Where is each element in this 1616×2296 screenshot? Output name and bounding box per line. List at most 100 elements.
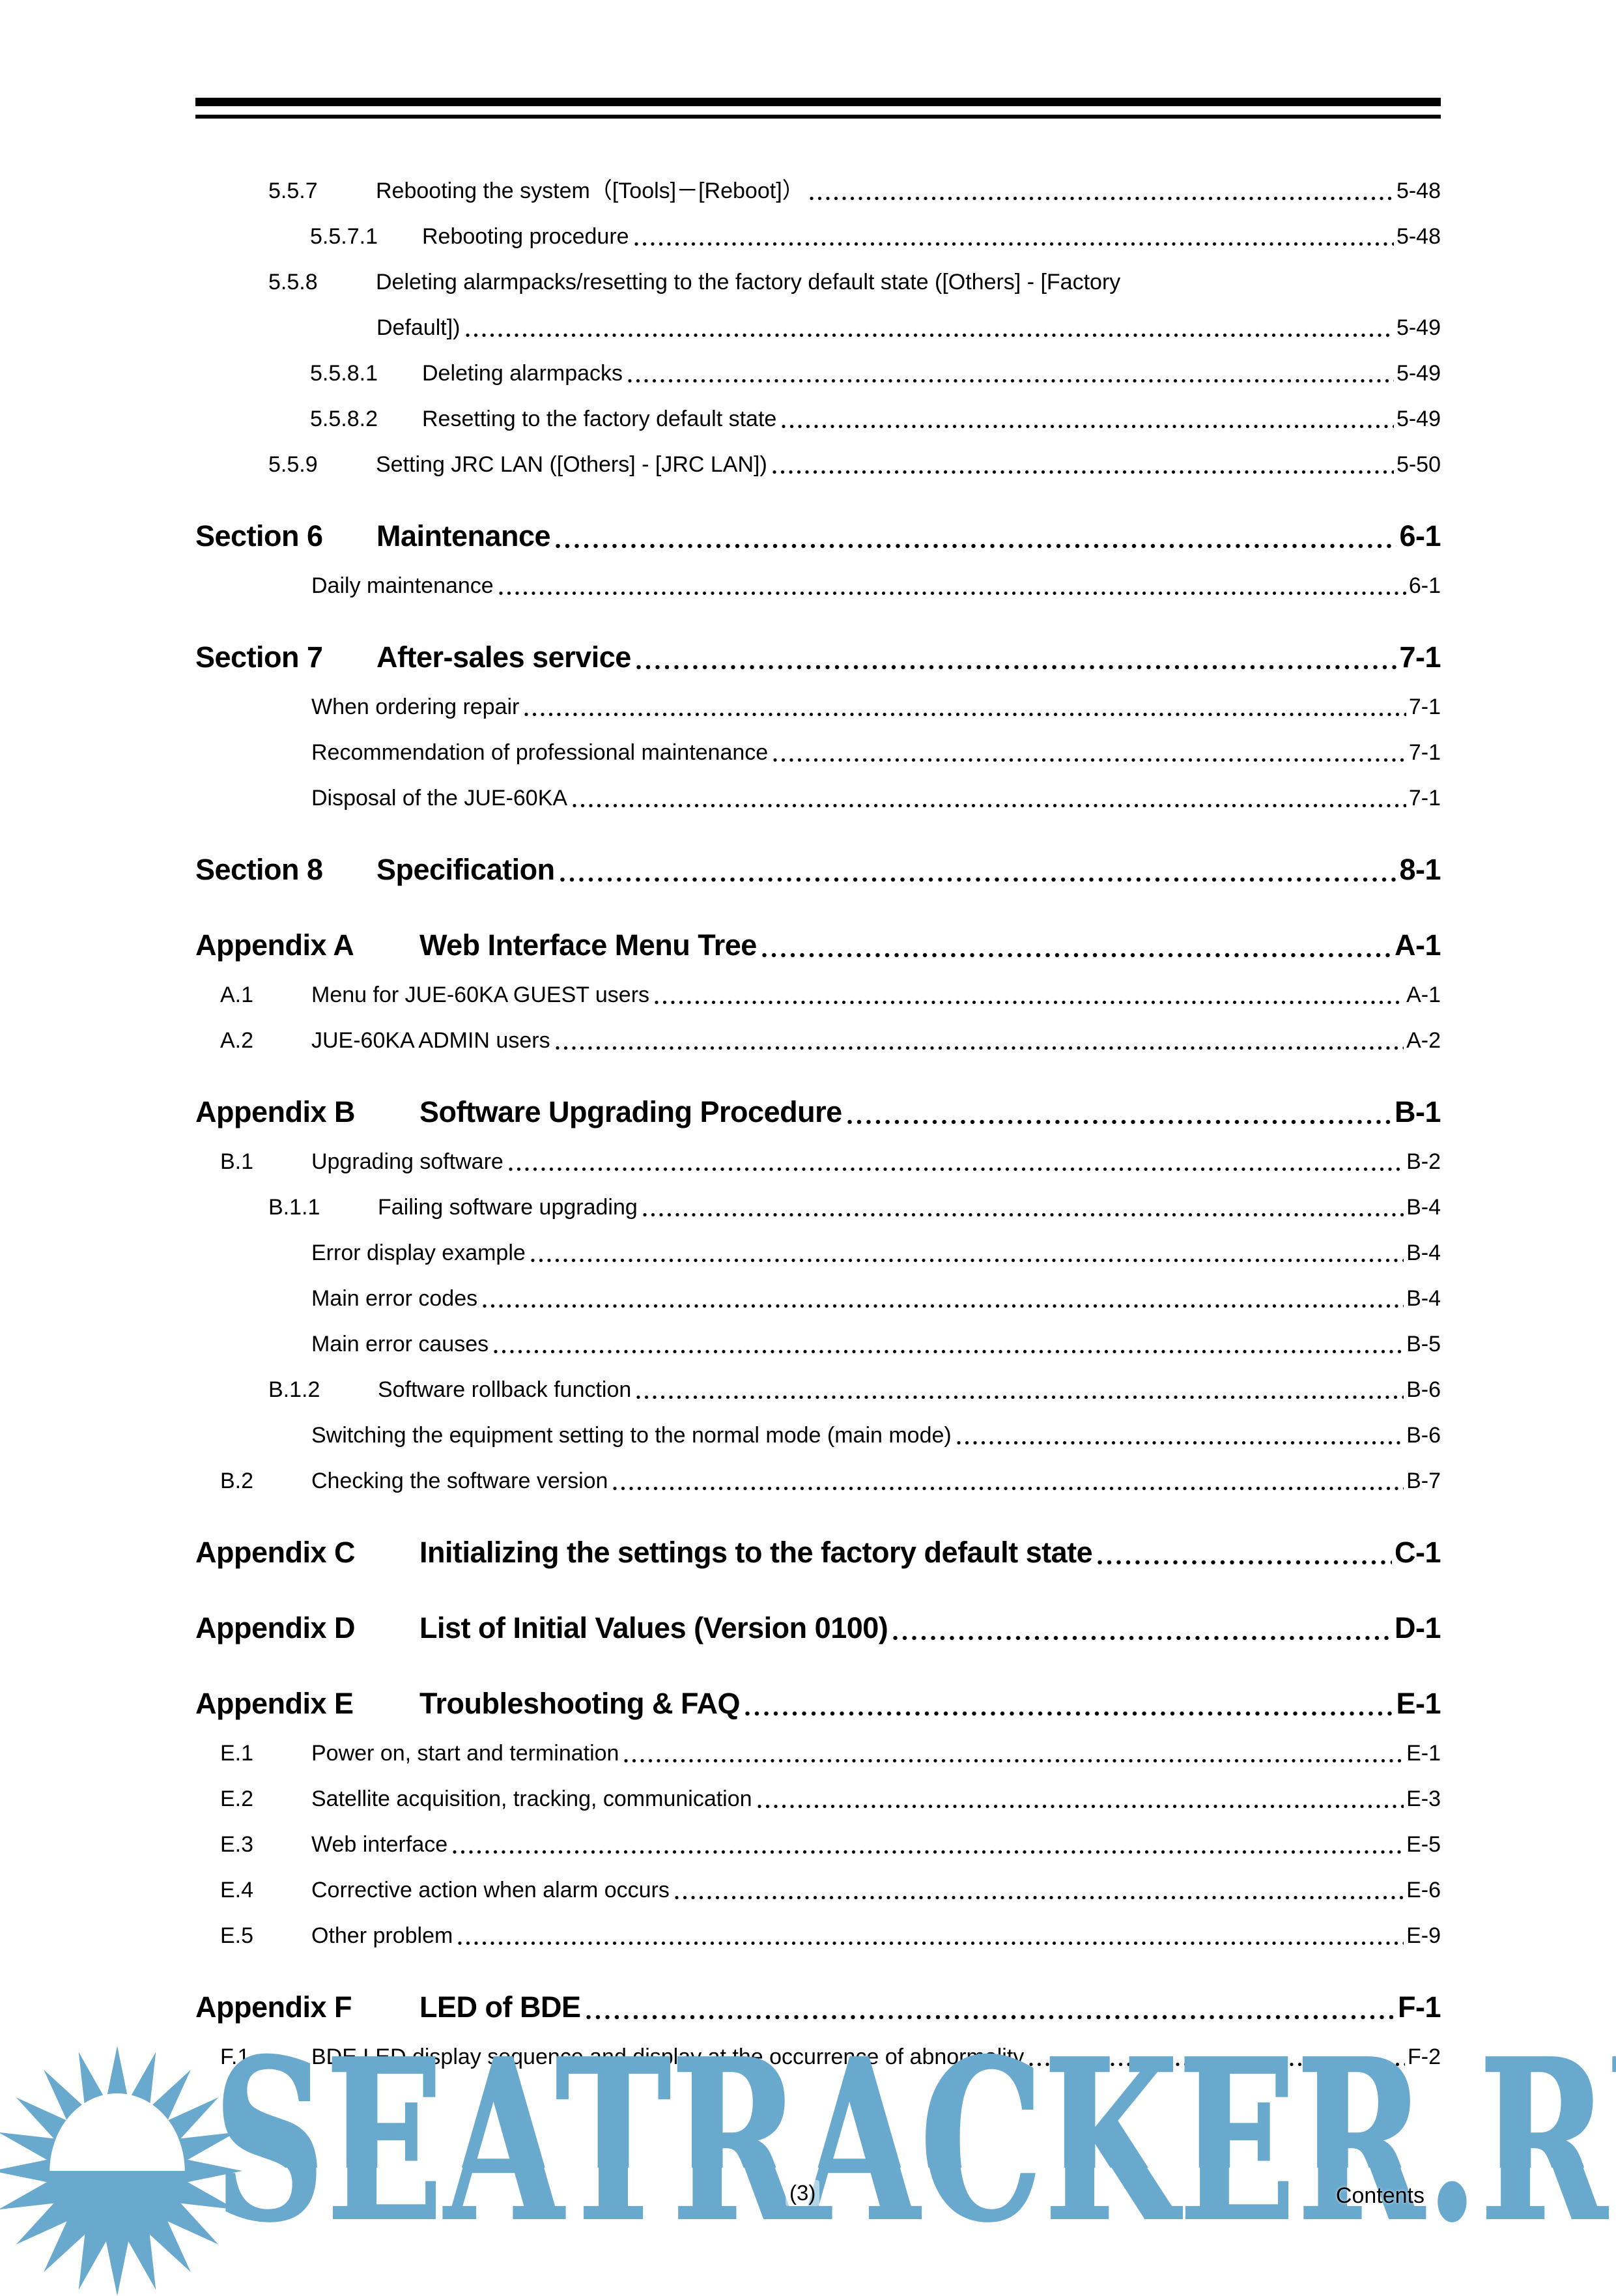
dot-leader-icon (508, 1167, 1404, 1171)
toc-entry-page: F-2 (1408, 2045, 1441, 2069)
toc-entry-title: When ordering repair (311, 695, 520, 719)
toc-entry: Section 6 Maintenance 6-1 (195, 509, 1441, 563)
toc-entry-number: Appendix D (195, 1611, 356, 1644)
dot-leader-icon (642, 1213, 1404, 1217)
toc-entry-title: Other problem (311, 1923, 453, 1948)
toc-entry-number: E.4 (220, 1878, 254, 1902)
toc-entry-title: Deleting alarmpacks (422, 361, 623, 386)
toc-entry-page: 6-1 (1408, 573, 1441, 598)
toc-entry: B.1.1 Failing software upgrading B-4 (195, 1184, 1441, 1230)
toc-entry-page: 5-50 (1396, 452, 1441, 477)
dot-leader-icon (893, 1635, 1392, 1641)
toc-entry-page: 7-1 (1408, 786, 1441, 811)
toc-entry-page: E-1 (1406, 1741, 1441, 1766)
toc-entry: 5.5.8.1 Deleting alarmpacks 5-49 (195, 351, 1441, 396)
toc-entry-page: B-7 (1406, 1469, 1441, 1493)
dot-leader-icon (1126, 287, 1438, 292)
toc-list: 5.5.7 Rebooting the system（[Tools]－[Rebo… (195, 168, 1441, 2080)
footer-contents-label: Contents (1335, 2183, 1425, 2208)
dot-leader-icon (613, 1486, 1404, 1491)
toc-entry: When ordering repair 7-1 (195, 684, 1441, 730)
dot-leader-icon (556, 543, 1397, 549)
toc-entry-number: Appendix A (195, 928, 354, 962)
toc-entry: E.4 Corrective action when alarm occurs … (195, 1867, 1441, 1913)
toc-entry-page: B-5 (1406, 1332, 1441, 1356)
toc-entry: Section 8 Specification 8-1 (195, 843, 1441, 897)
toc-entry-title: Rebooting procedure (422, 224, 629, 249)
toc-entry-title: Menu for JUE-60KA GUEST users (311, 983, 650, 1007)
toc-entry: Appendix E Troubleshooting & FAQ E-1 (195, 1677, 1441, 1730)
toc-entry-title: LED of BDE (419, 1990, 581, 2024)
toc-entry-number: B.1.1 (268, 1195, 320, 1220)
toc-entry-title: Resetting to the factory default state (422, 407, 777, 431)
toc-entry-page: C-1 (1394, 1536, 1441, 1569)
dot-leader-icon (458, 1941, 1404, 1945)
toc-entry-title: Disposal of the JUE-60KA (311, 786, 568, 811)
footer-page-number: (3) (786, 2180, 820, 2206)
toc-entry: Daily maintenance 6-1 (195, 563, 1441, 609)
dot-leader-icon (1029, 2062, 1405, 2067)
toc-entry-number: E.3 (220, 1832, 254, 1857)
toc-entry-number: Section 6 (195, 519, 323, 552)
watermark-text: SEATRACKER.RU SEATRACKER.RU (214, 2031, 1616, 2253)
toc-entry-page: B-6 (1406, 1423, 1441, 1448)
toc-entry-title: Corrective action when alarm occurs (311, 1878, 670, 1902)
toc-entry-title: BDE LED display sequence and display at … (311, 2045, 1025, 2069)
toc-entry: 5.5.7 Rebooting the system（[Tools]－[Rebo… (195, 168, 1441, 214)
dot-leader-icon (809, 196, 1394, 201)
toc-entry-title: Setting JRC LAN ([Others] - [JRC LAN]) (376, 452, 767, 477)
toc-entry: B.1 Upgrading software B-2 (195, 1139, 1441, 1184)
toc-entry: E.1 Power on, start and termination E-1 (195, 1730, 1441, 1776)
toc-entry-title: Maintenance (376, 519, 551, 552)
toc-entry: Error display example B-4 (195, 1230, 1441, 1276)
toc-entry-page: 7-1 (1408, 740, 1441, 765)
toc-entry-number: 5.5.8.1 (310, 361, 378, 386)
toc-entry-number: F.1 (220, 2045, 250, 2069)
toc-entry-page: B-2 (1406, 1149, 1441, 1174)
toc-entry-title: Main error codes (311, 1286, 478, 1311)
toc-entry: A.1 Menu for JUE-60KA GUEST users A-1 (195, 972, 1441, 1018)
toc-entry-number: A.1 (220, 983, 254, 1007)
toc-entry-page: B-4 (1406, 1286, 1441, 1311)
dot-leader-icon (757, 1804, 1404, 1809)
toc-entry-number: 5.5.9 (268, 452, 318, 477)
toc-entry-number: B.2 (220, 1469, 254, 1493)
toc-entry-title: Main error causes (311, 1332, 489, 1356)
toc-entry: Default]) 5-49 (195, 305, 1441, 351)
dot-leader-icon (782, 424, 1394, 429)
toc-entry: E.2 Satellite acquisition, tracking, com… (195, 1776, 1441, 1822)
toc-entry-title: JUE-60KA ADMIN users (311, 1028, 550, 1053)
toc-entry: Appendix B Software Upgrading Procedure … (195, 1085, 1441, 1139)
dot-leader-icon (636, 1395, 1404, 1399)
toc-entry-title: Power on, start and termination (311, 1741, 619, 1766)
toc-entry-title: Web interface (311, 1832, 448, 1857)
dot-leader-icon (494, 1349, 1404, 1354)
toc-entry-page: 8-1 (1399, 853, 1441, 886)
toc-entry-title: Switching the equipment setting to the n… (311, 1423, 952, 1448)
toc-entry: 5.5.8 Deleting alarmpacks/resetting to t… (195, 259, 1441, 305)
toc-entry-page: B-4 (1406, 1195, 1441, 1220)
dot-leader-icon (498, 591, 1406, 596)
toc-entry-page: A-1 (1394, 928, 1441, 962)
dot-leader-icon (586, 2015, 1395, 2020)
sun-logo-icon (0, 2046, 242, 2296)
toc-entry-title: Deleting alarmpacks/resetting to the fac… (376, 270, 1121, 294)
toc-entry-number: E.2 (220, 1787, 254, 1811)
toc-entry-page: 7-1 (1408, 695, 1441, 719)
toc-entry-title: After-sales service (376, 640, 631, 674)
toc-entry-number: Section 7 (195, 640, 323, 674)
toc-entry-number: A.2 (220, 1028, 254, 1053)
dot-leader-icon (573, 803, 1406, 808)
header-rule-thick (195, 98, 1441, 106)
dot-leader-icon (555, 1046, 1404, 1050)
sun-dome (50, 2093, 185, 2171)
toc-entry-title: Default]) (376, 315, 461, 340)
dot-leader-icon (956, 1441, 1404, 1445)
toc-entry-page: B-4 (1406, 1241, 1441, 1265)
toc-entry-title: Recommendation of professional maintenan… (311, 740, 769, 765)
toc-entry: Appendix C Initializing the settings to … (195, 1526, 1441, 1579)
toc-entry-number: E.1 (220, 1741, 254, 1766)
toc-entry-number: Section 8 (195, 853, 323, 886)
dot-leader-icon (744, 1711, 1394, 1716)
dot-leader-icon (560, 877, 1397, 882)
